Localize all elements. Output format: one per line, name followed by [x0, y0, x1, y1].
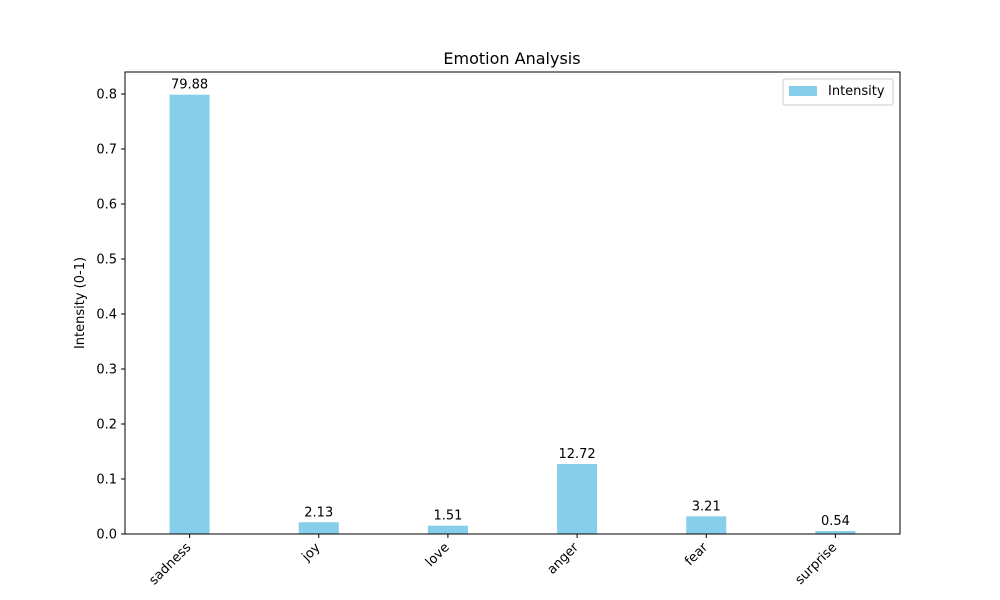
x-tick-label-surprise: surprise: [793, 540, 841, 588]
bar-joy: [298, 522, 339, 534]
x-tick-label-fear: fear: [682, 540, 711, 569]
data-label-love: 1.51: [433, 509, 462, 524]
x-tick-label-anger: anger: [545, 540, 583, 578]
data-label-surprise: 0.54: [821, 514, 850, 529]
y-tick-label: 0.7: [96, 143, 117, 158]
y-tick-label: 0.6: [96, 198, 117, 213]
bars: [169, 94, 856, 534]
x-axis-ticks: sadness joy love anger fear surprise: [146, 534, 840, 588]
y-tick-label: 0.8: [96, 88, 117, 103]
x-tick-label-joy: joy: [299, 540, 324, 565]
y-tick-label: 0.5: [96, 253, 117, 268]
legend-swatch: [789, 86, 817, 96]
y-tick-label: 0.2: [96, 418, 117, 433]
legend: Intensity: [782, 78, 894, 106]
chart-title: Emotion Analysis: [443, 49, 580, 68]
bar-fear: [686, 516, 727, 534]
legend-box: [782, 78, 894, 106]
y-axis-label: Intensity (0-1): [73, 257, 88, 349]
bar-anger: [557, 464, 598, 534]
data-label-fear: 3.21: [692, 499, 721, 514]
y-tick-label: 0.1: [96, 473, 117, 488]
y-tick-label: 0.3: [96, 363, 117, 378]
y-axis-ticks: 0.0 0.1 0.2 0.3 0.4 0.5 0.6 0.7 0.8: [96, 88, 125, 543]
bar-love: [427, 525, 468, 534]
plot-frame: [124, 71, 901, 535]
y-tick-label: 0.0: [96, 528, 117, 543]
y-tick-label: 0.4: [96, 308, 117, 323]
x-tick-label-sadness: sadness: [146, 540, 194, 588]
bar-surprise: [815, 531, 856, 534]
bar-sadness: [169, 94, 210, 534]
data-label-joy: 2.13: [304, 505, 333, 520]
data-labels: 79.88 2.13 1.51 12.72 3.21 0.54: [171, 78, 850, 529]
x-tick-label-love: love: [423, 540, 453, 570]
legend-label: Intensity: [828, 84, 885, 99]
data-label-sadness: 79.88: [171, 78, 208, 93]
data-label-anger: 12.72: [558, 447, 595, 462]
